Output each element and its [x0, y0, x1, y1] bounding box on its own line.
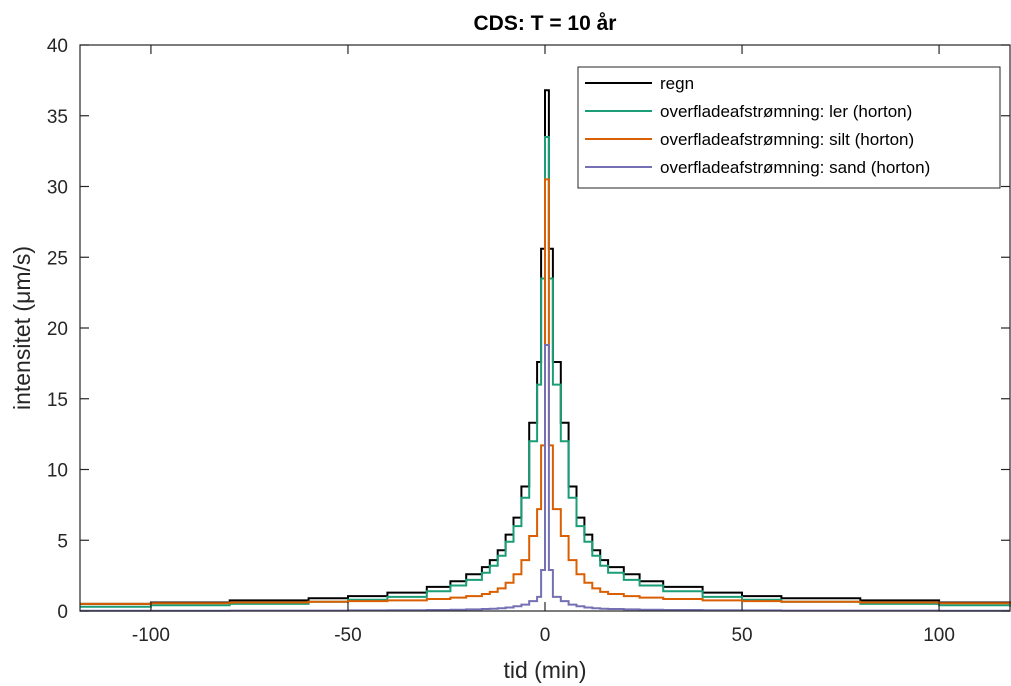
- y-tick-label: 10: [47, 461, 68, 482]
- x-axis: -100 -50 0 50 100: [132, 45, 955, 646]
- series-group: [80, 89, 1011, 612]
- series-line-3: [80, 178, 1011, 605]
- x-tick-label: -100: [132, 625, 170, 646]
- legend: regn overfladeafstrømning: ler (horton) ov…: [577, 66, 1001, 189]
- legend-label: overfladeafstrømning: sand (horton): [660, 158, 930, 177]
- series-line-2: [80, 136, 1011, 608]
- y-tick-label: 40: [47, 36, 68, 57]
- x-tick-label: -50: [334, 625, 361, 646]
- y-axis-label: intensitet (μm/s): [9, 246, 35, 410]
- legend-label: overfladeafstrømning: ler (horton): [660, 102, 912, 121]
- y-tick-label: 25: [47, 248, 68, 269]
- y-tick-label: 20: [47, 319, 68, 340]
- y-tick-label: 35: [47, 107, 68, 128]
- y-tick-label: 30: [47, 178, 68, 199]
- x-tick-label: 100: [923, 625, 955, 646]
- y-tick-label: 0: [57, 602, 68, 623]
- y-axis: 0 5 10 15 20 25 30 35 40: [47, 36, 1010, 623]
- series-line-4: [80, 344, 1010, 612]
- chart-title: CDS: T = 10 år: [474, 12, 617, 35]
- y-tick-label: 15: [47, 390, 68, 411]
- legend-label: regn: [660, 74, 694, 93]
- x-tick-label: 50: [731, 625, 752, 646]
- y-tick-label: 5: [57, 531, 68, 552]
- x-tick-label: 0: [540, 625, 551, 646]
- x-axis-label: tid (min): [503, 657, 586, 683]
- legend-label: overfladeafstrømning: silt (horton): [660, 130, 914, 149]
